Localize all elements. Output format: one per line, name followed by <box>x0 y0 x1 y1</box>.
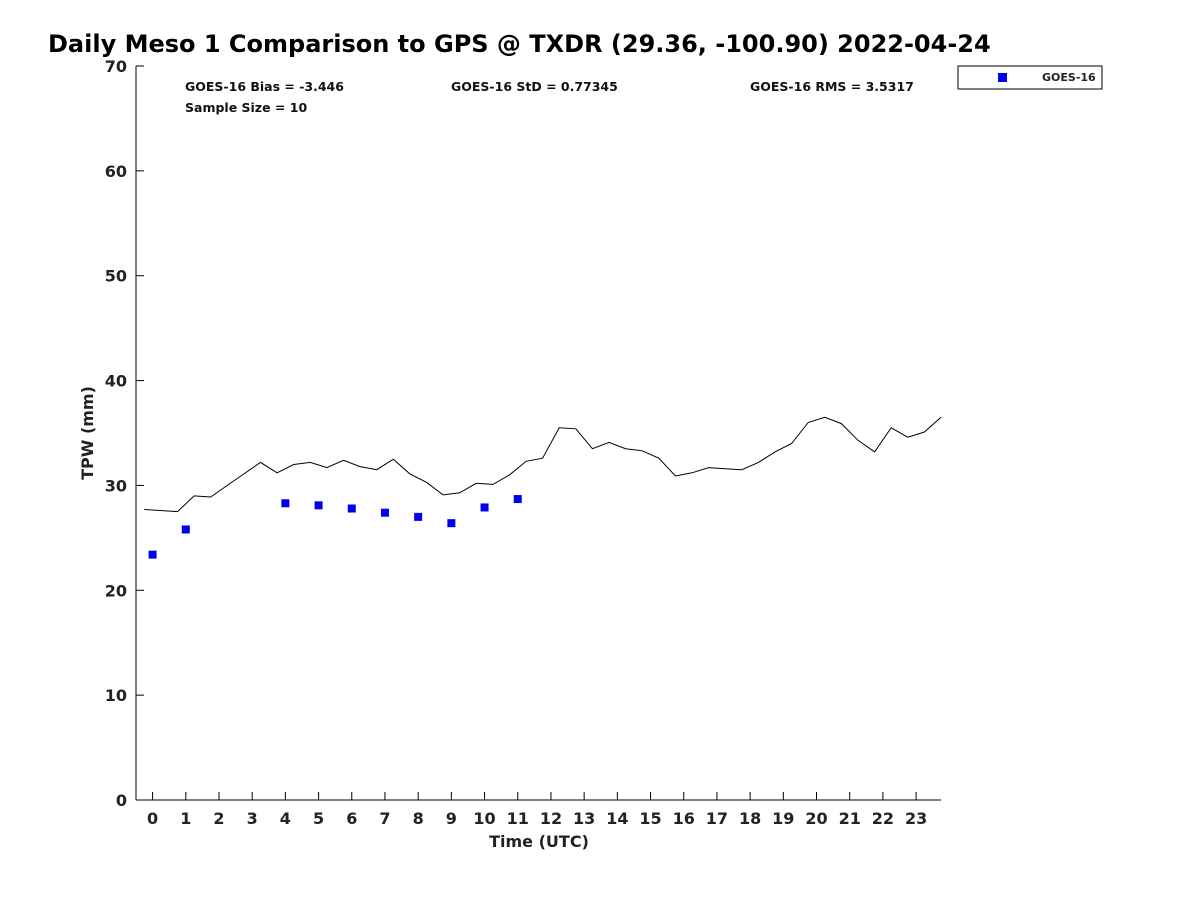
goes16-point <box>480 503 489 512</box>
x-tick-label: 10 <box>473 809 495 828</box>
x-tick-label: 22 <box>872 809 894 828</box>
legend-marker-goes16 <box>998 73 1007 82</box>
goes16-point <box>181 525 190 534</box>
sample-size-annotation: Sample Size = 10 <box>185 100 307 115</box>
bias-annotation: GOES-16 Bias = -3.446 <box>185 79 344 94</box>
y-tick-label: 50 <box>105 267 127 286</box>
gps-line-layer <box>144 416 942 513</box>
x-tick-label: 8 <box>413 809 424 828</box>
x-tick-label: 7 <box>379 809 390 828</box>
y-tick-label: 60 <box>105 162 127 181</box>
chart-title: Daily Meso 1 Comparison to GPS @ TXDR (2… <box>48 30 991 58</box>
legend-label-goes16: GOES-16 <box>1042 71 1096 84</box>
x-tick-label: 14 <box>606 809 628 828</box>
legend-box <box>957 65 1103 90</box>
goes16-point <box>513 495 522 504</box>
y-axis-label: TPW (mm) <box>78 386 97 480</box>
x-tick-label: 16 <box>673 809 695 828</box>
goes16-point <box>380 508 389 517</box>
x-tick-label: 19 <box>772 809 794 828</box>
x-tick-label: 2 <box>213 809 224 828</box>
rms-annotation: GOES-16 RMS = 3.5317 <box>750 79 914 94</box>
goes16-point <box>347 504 356 513</box>
x-tick-label: 12 <box>540 809 562 828</box>
y-tick-label: 20 <box>105 581 127 600</box>
goes16-marker-layer <box>148 495 522 559</box>
x-tick-label: 9 <box>446 809 457 828</box>
axes <box>135 66 941 801</box>
legend: GOES-16 <box>957 65 1103 90</box>
goes16-point <box>148 550 157 559</box>
x-tick-label: 13 <box>573 809 595 828</box>
x-tick-label: 11 <box>507 809 529 828</box>
y-tick-label: 10 <box>105 686 127 705</box>
y-tick-label: 0 <box>116 791 127 810</box>
gps-tpw-line <box>144 416 942 513</box>
stats-annotations: GOES-16 Bias = -3.446 GOES-16 StD = 0.77… <box>185 79 914 115</box>
goes16-point <box>314 501 323 510</box>
x-tick-label: 4 <box>280 809 291 828</box>
x-tick-label: 5 <box>313 809 324 828</box>
x-tick-label: 21 <box>839 809 861 828</box>
goes16-point <box>414 512 423 521</box>
x-tick-label: 18 <box>739 809 761 828</box>
goes16-point <box>281 499 290 508</box>
x-tick-label: 20 <box>805 809 827 828</box>
y-tick-label: 30 <box>105 476 127 495</box>
x-tick-label: 1 <box>180 809 191 828</box>
x-tick-label: 6 <box>346 809 357 828</box>
y-tick-label: 70 <box>105 57 127 76</box>
x-axis-label: Time (UTC) <box>489 832 589 851</box>
x-tick-label: 23 <box>905 809 927 828</box>
x-tick-label: 17 <box>706 809 728 828</box>
y-tick-label: 40 <box>105 372 127 391</box>
goes16-point <box>447 519 456 528</box>
x-tick-label: 3 <box>247 809 258 828</box>
x-tick-label: 0 <box>147 809 158 828</box>
std-annotation: GOES-16 StD = 0.77345 <box>451 79 618 94</box>
x-tick-label: 15 <box>639 809 661 828</box>
